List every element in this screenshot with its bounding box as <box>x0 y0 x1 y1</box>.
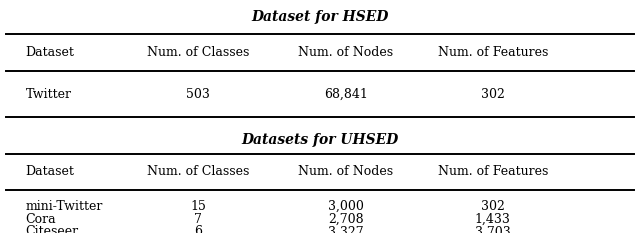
Text: mini-Twitter: mini-Twitter <box>26 200 103 213</box>
Text: Cora: Cora <box>26 213 56 226</box>
Text: Dataset for HSED: Dataset for HSED <box>252 10 388 24</box>
Text: 2,708: 2,708 <box>328 213 364 226</box>
Text: 3,000: 3,000 <box>328 200 364 213</box>
Text: 68,841: 68,841 <box>324 88 367 101</box>
Text: Num. of Classes: Num. of Classes <box>147 165 250 178</box>
Text: Num. of Features: Num. of Features <box>438 165 548 178</box>
Text: 503: 503 <box>186 88 211 101</box>
Text: Twitter: Twitter <box>26 88 72 101</box>
Text: 302: 302 <box>481 88 505 101</box>
Text: 3,327: 3,327 <box>328 225 364 233</box>
Text: Num. of Nodes: Num. of Nodes <box>298 165 393 178</box>
Text: Dataset: Dataset <box>26 46 74 59</box>
Text: Datasets for UHSED: Datasets for UHSED <box>241 133 399 147</box>
Text: 3,703: 3,703 <box>475 225 511 233</box>
Text: 302: 302 <box>481 200 505 213</box>
Text: 1,433: 1,433 <box>475 213 511 226</box>
Text: Citeseer: Citeseer <box>26 225 79 233</box>
Text: Num. of Nodes: Num. of Nodes <box>298 46 393 59</box>
Text: 15: 15 <box>191 200 206 213</box>
Text: 7: 7 <box>195 213 202 226</box>
Text: Num. of Features: Num. of Features <box>438 46 548 59</box>
Text: 6: 6 <box>195 225 202 233</box>
Text: Num. of Classes: Num. of Classes <box>147 46 250 59</box>
Text: Dataset: Dataset <box>26 165 74 178</box>
